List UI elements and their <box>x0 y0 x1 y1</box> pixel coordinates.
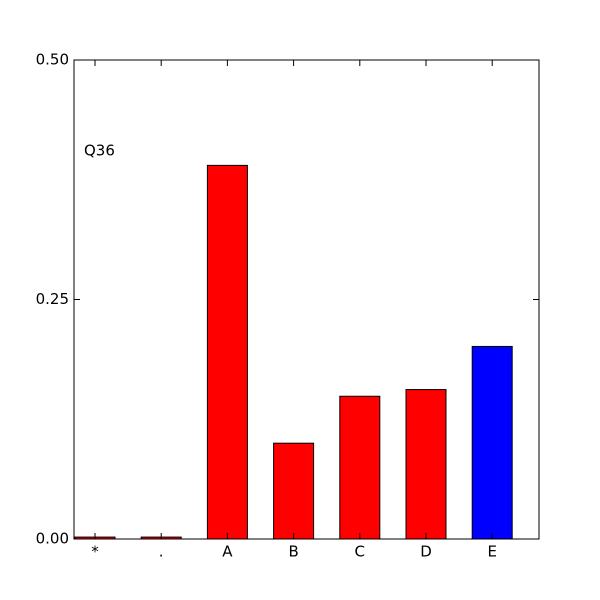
bar <box>339 395 381 540</box>
x-tick-label: A <box>222 543 233 561</box>
x-tick-label: D <box>420 543 432 561</box>
plot-frame <box>73 59 540 540</box>
bar <box>273 442 315 540</box>
x-tick-label: . <box>159 543 164 561</box>
y-tick-label: 0.00 <box>36 530 69 548</box>
x-tick-label: E <box>487 543 496 561</box>
bar <box>405 389 447 540</box>
annotation: Q36 <box>84 142 115 160</box>
bar <box>206 164 248 540</box>
x-tick-label: C <box>355 543 365 561</box>
x-tick-label: B <box>288 543 298 561</box>
y-tick-label: 0.25 <box>36 290 69 308</box>
y-tick-label: 0.50 <box>36 51 69 69</box>
x-tick-label: * <box>91 543 99 561</box>
bar <box>471 345 513 540</box>
